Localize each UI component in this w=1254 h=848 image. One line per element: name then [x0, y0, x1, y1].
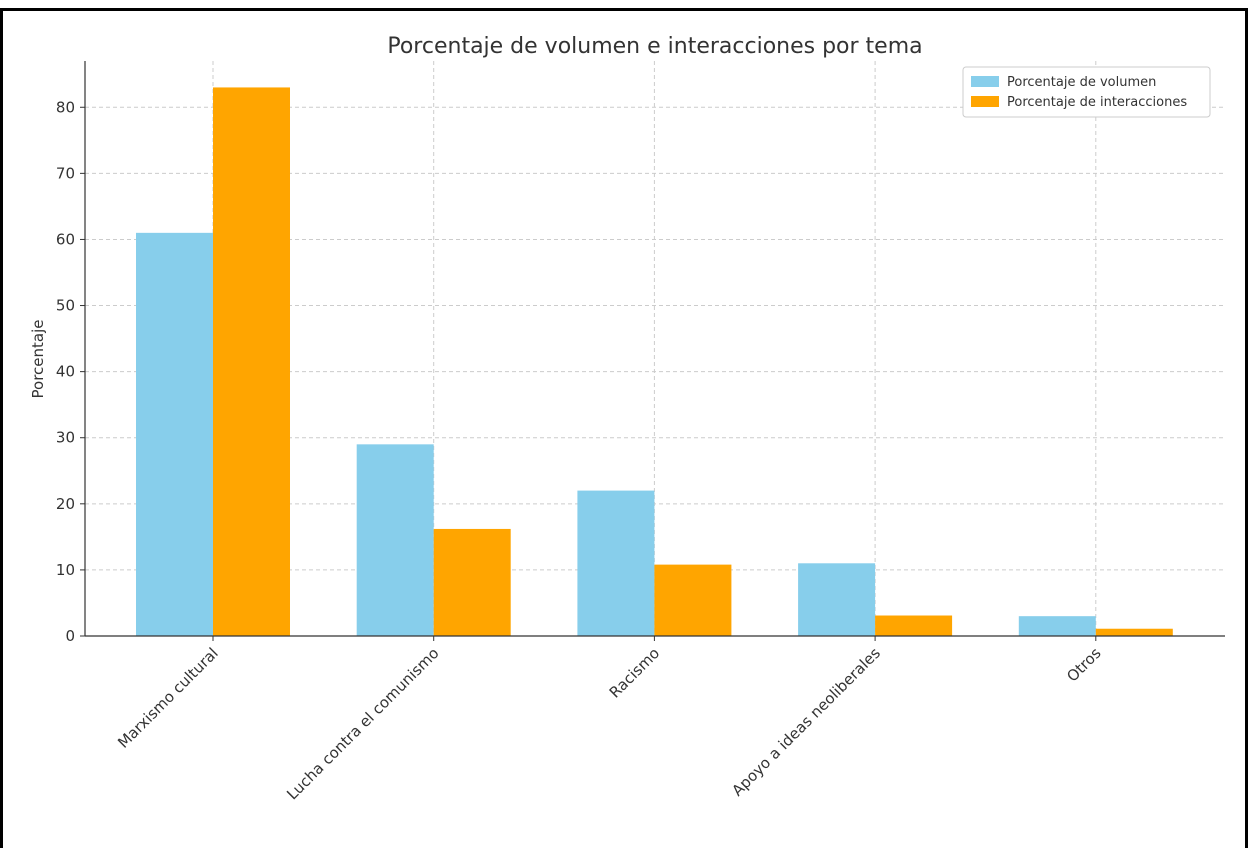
y-tick-label: 30 [56, 429, 75, 447]
legend-box [962, 66, 1211, 118]
legend: Porcentaje de volumen Porcentaje de inter… [962, 66, 1211, 118]
axes [80, 61, 1225, 641]
x-tick-label: Racismo [606, 644, 663, 701]
x-tick-label: Otros [1063, 644, 1105, 686]
bar-interacciones-4 [1095, 628, 1173, 636]
y-tick-label: 70 [56, 164, 75, 182]
bar-volumen-0 [136, 232, 213, 636]
y-tick-label: 50 [56, 297, 75, 315]
bar-chart: Porcentaje de volumen e interacciones po… [29, 34, 1225, 803]
y-axis-label: Porcentaje [29, 320, 47, 399]
legend-label: Porcentaje de volumen [1007, 75, 1156, 90]
x-tick-label: Marxismo cultural [114, 644, 222, 752]
bar-interacciones-0 [213, 87, 290, 637]
y-tick-labels: 0 10 20 30 40 50 60 70 80 [56, 98, 75, 645]
bar-volumen-2 [577, 490, 655, 636]
bar-interacciones-1 [433, 528, 511, 636]
legend-swatch [971, 76, 999, 87]
y-tick-label: 10 [56, 561, 75, 579]
legend-label: Porcentaje de interacciones [1007, 95, 1187, 110]
y-tick-label: 60 [56, 230, 75, 248]
legend-swatch [971, 96, 999, 107]
chart-title: Porcentaje de volumen e interacciones po… [387, 34, 922, 59]
x-tick-label: Lucha contra el comunismo [283, 644, 442, 803]
bars [136, 87, 1173, 637]
bar-volumen-4 [1018, 616, 1096, 636]
chart-frame: Porcentaje de volumen e interacciones po… [0, 8, 1248, 848]
bar-volumen-3 [798, 563, 876, 636]
bar-interacciones-3 [875, 615, 953, 636]
y-tick-label: 80 [56, 98, 75, 116]
x-tick-labels: Marxismo cultural Lucha contra el comunis… [114, 644, 1105, 803]
y-tick-label: 40 [56, 363, 75, 381]
bar-volumen-1 [356, 444, 434, 636]
bar-interacciones-2 [654, 564, 732, 636]
x-tick-label: Apoyo a ideas neoliberales [728, 644, 884, 800]
y-tick-label: 20 [56, 495, 75, 513]
y-tick-label: 0 [65, 627, 75, 645]
